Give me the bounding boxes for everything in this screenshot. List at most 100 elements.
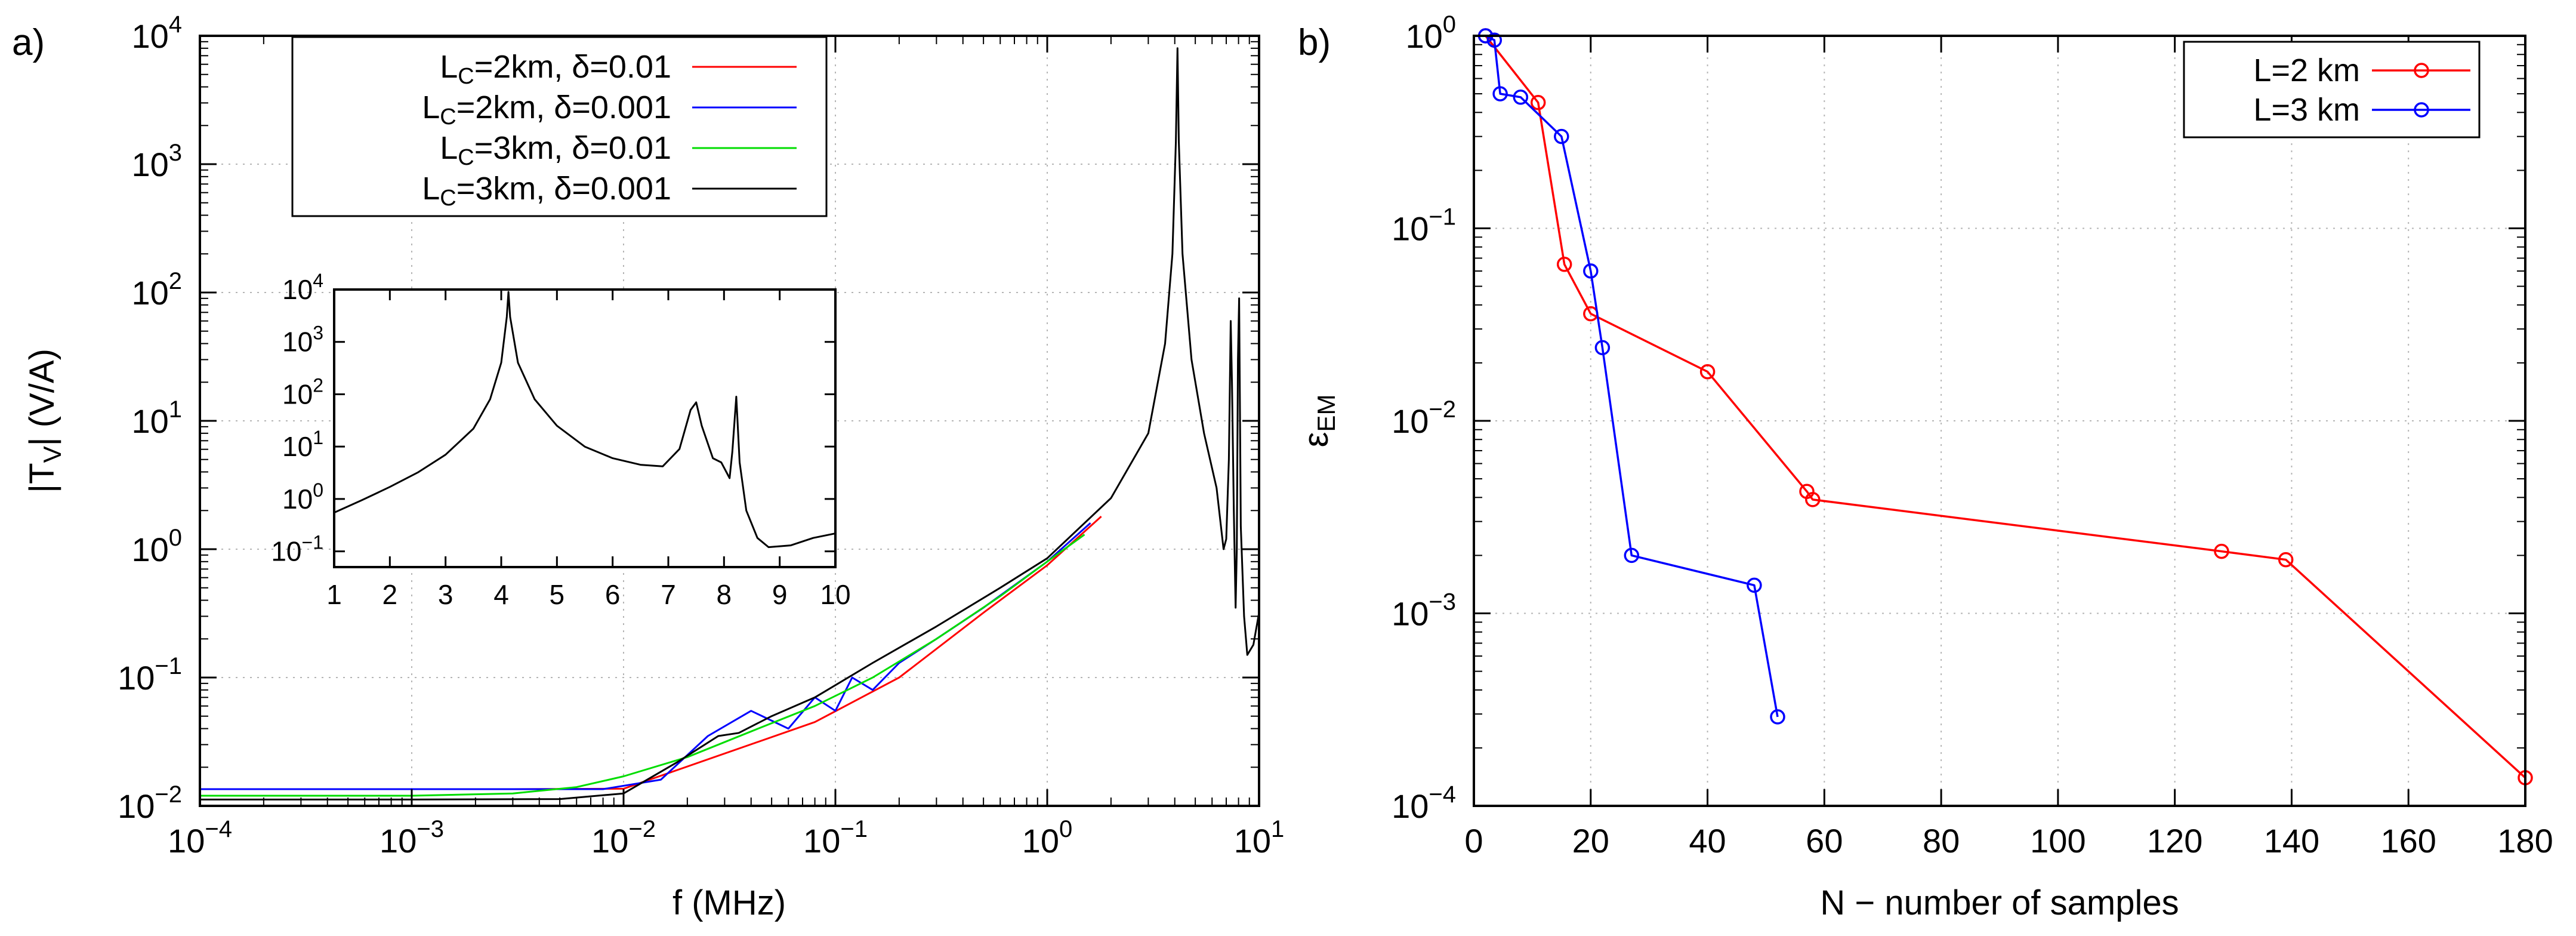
panel-a-y-tick-label-exp: −1 <box>155 653 182 679</box>
panel-a-x-tick-label-base: 10 <box>803 822 840 860</box>
panel-b-y-tick-label: 10−3 <box>1392 589 1456 633</box>
panel-b-x-tick-label: 180 <box>2497 822 2553 860</box>
panel-a-y-tick-label-base: 10 <box>118 659 155 697</box>
panel-a-y-tick-label-exp: 2 <box>169 268 182 294</box>
panel-b-ticks <box>1473 35 2526 807</box>
panel-b-point <box>1594 340 1611 356</box>
panel-b-y-tick-label-base: 10 <box>1392 787 1429 825</box>
panel-b: b) 0 20 40 60 80 100 120 140 160 180 10−410−310−2… <box>1297 11 2553 922</box>
panel-a-y-tick-label: 103 <box>131 140 182 183</box>
inset-y-tick-label-base: 10 <box>282 378 313 410</box>
inset-x-tick-labels: 1 2 3 4 5 6 7 8 9 10 <box>326 579 850 610</box>
panel-b-point <box>1624 547 1640 564</box>
panel-a-series-line-3 <box>200 534 1085 797</box>
panel-b-y-tick-label: 10−2 <box>1392 396 1456 440</box>
legend-label-sub: C <box>440 104 456 130</box>
panel-a-x-tick-label: 10−3 <box>380 816 444 860</box>
panel-a-x-tick-label-base: 10 <box>380 822 417 860</box>
inset-x-tick-label: 10 <box>820 579 850 610</box>
inset-y-tick-label-base: 10 <box>282 327 313 358</box>
inset-x-tick-label: 7 <box>661 579 676 610</box>
panel-a-legend-label-1: LC=2km, δ=0.01 <box>440 49 671 89</box>
legend-label-rest: =3km, δ=0.01 <box>474 130 671 166</box>
legend-label-sub: C <box>458 145 474 170</box>
legend-label-rest: =2km, δ=0.01 <box>474 49 671 85</box>
panel-a-x-tick-label-exp: 0 <box>1059 816 1072 842</box>
inset-y-tick-label-base: 10 <box>282 274 313 305</box>
inset-y-tick-label: 102 <box>282 374 323 410</box>
panel-b-legend-marker-2 <box>2414 102 2429 118</box>
panel-a-y-tick-label-base: 10 <box>118 787 155 825</box>
panel-b-y-tick-label-base: 10 <box>1405 17 1442 55</box>
inset-x-tick-label: 6 <box>605 579 621 610</box>
panel-b-x-tick-label: 20 <box>1572 822 1609 860</box>
inset-ticks <box>333 288 837 567</box>
legend-label-main: L <box>440 49 458 85</box>
panel-a: a) 10−4 10−3 10−2 10−1 100 101 10−210−1100101… <box>12 11 1284 922</box>
inset-x-tick-label: 3 <box>438 579 454 610</box>
panel-b-x-tick-label: 100 <box>2030 822 2086 860</box>
inset-x-tick-label: 9 <box>772 579 788 610</box>
panel-b-x-tick-label: 0 <box>1464 822 1483 860</box>
legend-label-sub: C <box>458 64 474 89</box>
panel-a-label: a) <box>12 22 45 63</box>
inset-y-tick-label-base: 10 <box>271 536 301 567</box>
inset-y-tick-label-exp: 3 <box>313 322 323 344</box>
inset-y-tick-label: 100 <box>282 479 323 515</box>
inset-y-tick-label-exp: 2 <box>313 374 323 396</box>
panel-b-grid <box>1474 36 2525 806</box>
panel-b-label: b) <box>1298 22 1331 63</box>
panel-a-y-tick-label: 10−2 <box>118 781 182 825</box>
panel-b-x-tick-label: 140 <box>2264 822 2319 860</box>
inset-y-tick-label-exp: 1 <box>313 427 323 448</box>
legend-label-sub: C <box>440 186 456 211</box>
panel-b-y-tick-label-base: 10 <box>1392 210 1429 248</box>
inset-x-tick-label: 4 <box>493 579 509 610</box>
inset-x-tick-label: 5 <box>550 579 565 610</box>
panel-b-y-tick-label-base: 10 <box>1392 595 1429 633</box>
panel-a-x-tick-label-exp: −2 <box>628 816 656 842</box>
panel-a-x-axis-label: f (MHz) <box>672 883 786 922</box>
panel-b-legend-box <box>2183 41 2481 138</box>
panel-b-y-tick-label: 10−1 <box>1392 204 1456 248</box>
panel-a-y-tick-label-base: 10 <box>131 531 168 568</box>
panel-a-x-tick-label: 10−4 <box>168 816 232 860</box>
panel-b-y-tick-label-exp: −3 <box>1429 589 1456 615</box>
panel-b-legend-marker-1 <box>2414 63 2429 78</box>
panel-b-x-tick-labels: 0 20 40 60 80 100 120 140 160 180 <box>1464 822 2553 860</box>
panel-b-point <box>2278 552 2294 568</box>
panel-b-y-tick-label-exp: 0 <box>1443 11 1456 38</box>
panel-b-series <box>1477 28 2533 786</box>
legend-label-main: L <box>422 90 440 125</box>
panel-a-x-tick-label: 10−1 <box>803 816 868 860</box>
panel-a-y-tick-label-exp: 0 <box>169 525 182 551</box>
panel-b-y-tick-label: 10−4 <box>1392 781 1456 825</box>
panel-a-x-tick-label-exp: −1 <box>840 816 868 842</box>
panel-a-y-axis-label: |TV| (V/A) <box>23 349 66 493</box>
panel-a-y-tick-label-exp: −2 <box>155 781 182 808</box>
panel-b-x-tick-label: 160 <box>2381 822 2436 860</box>
panel-b-point <box>1583 263 1599 279</box>
panel-b-point <box>1530 95 1546 110</box>
inset-y-tick-label-base: 10 <box>282 484 313 515</box>
panel-b-x-tick-label: 40 <box>1689 822 1726 860</box>
panel-b-y-tick-label-exp: −2 <box>1429 396 1456 423</box>
panel-b-y-tick-label-exp: −1 <box>1429 204 1456 230</box>
panel-a-x-tick-label: 10−2 <box>591 816 656 860</box>
panel-a-y-tick-label-base: 10 <box>131 146 168 183</box>
panel-a-y-tick-label: 10−1 <box>118 653 182 697</box>
panel-a-x-tick-label-base: 10 <box>1022 822 1059 860</box>
legend-label-main: L <box>422 171 440 207</box>
panel-a-y-tick-label: 104 <box>131 11 182 55</box>
inset-y-tick-label: 103 <box>282 322 323 358</box>
panel-a-y-tick-label-base: 10 <box>131 17 168 55</box>
panel-b-series-line-2 <box>1485 35 1779 718</box>
panel-a-legend-label-4: LC=3km, δ=0.001 <box>422 171 671 211</box>
inset-x-tick-label: 1 <box>326 579 342 610</box>
panel-b-point <box>1554 128 1569 144</box>
inset-series <box>334 291 836 549</box>
panel-b-legend-label-2: L=3 km <box>2253 92 2360 128</box>
